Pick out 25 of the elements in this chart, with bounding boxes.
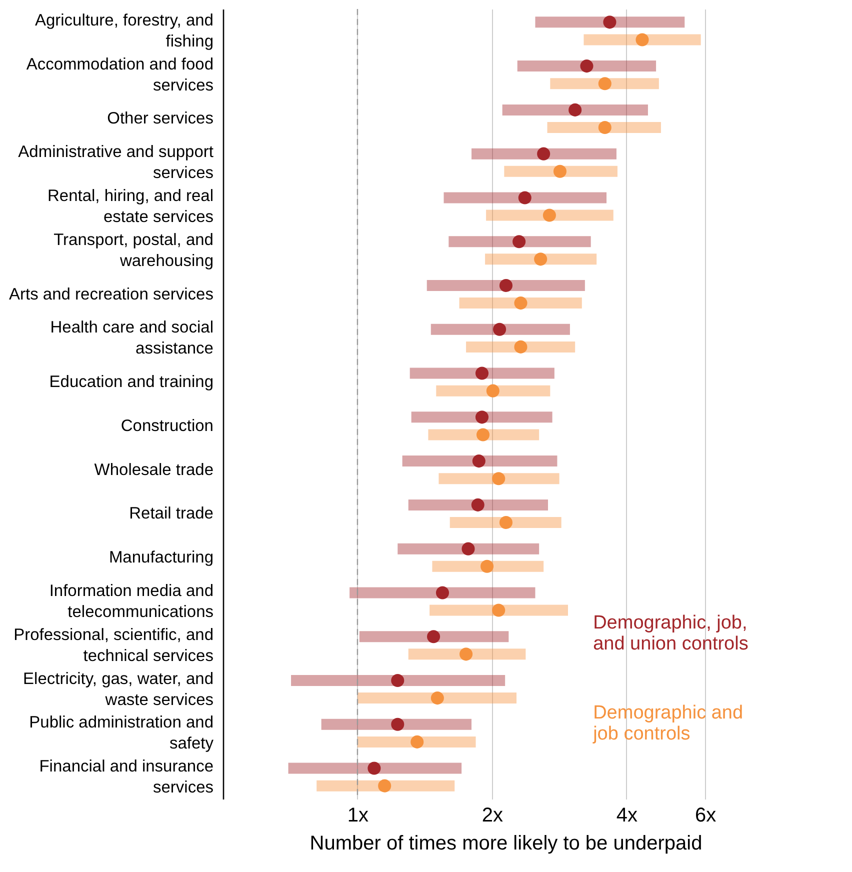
x-axis-title: Number of times more likely to be underpaid: [310, 832, 702, 854]
y-tick-label: Rental, hiring, and real estate services: [47, 187, 214, 226]
y-tick-label: Wholesale trade: [94, 460, 214, 479]
x-tick-label: 6x: [695, 804, 716, 826]
text: Demographic, job, and union controls: [593, 612, 748, 654]
y-tick-label: Agriculture, forestry, and fishing: [34, 11, 214, 50]
y-tick-label: Retail trade: [129, 504, 214, 523]
y-tick-label: Information media and telecommunications: [49, 582, 214, 621]
x-tick-label: 1x: [347, 804, 369, 826]
x-tick-label: 2x: [482, 804, 504, 826]
y-tick-label: Health care and social assistance: [50, 318, 214, 358]
y-tick-label: Accommodation and food services: [26, 55, 214, 94]
y-tick-label: Other services: [107, 110, 214, 128]
y-tick-label: Public administration and safety: [29, 714, 214, 753]
y-tick-label: Manufacturing: [108, 548, 214, 567]
y-tick-label: Transport, postal, and warehousing: [54, 230, 214, 270]
y-tick-label: Construction: [120, 416, 214, 435]
y-tick-label: Administrative and support services: [18, 143, 214, 182]
y-tick-label: Education and training: [49, 373, 214, 392]
x-tick-label: 4x: [616, 804, 638, 826]
y-tick-label: Financial and insurance services: [39, 758, 214, 797]
y-tick-label: Electricity, gas, water, and waste services: [23, 670, 214, 709]
text: Demographic and job controls: [592, 702, 744, 744]
y-tick-label: Arts and recreation services: [8, 285, 214, 304]
y-tick-label: Professional, scientific, and technical services: [14, 626, 214, 665]
